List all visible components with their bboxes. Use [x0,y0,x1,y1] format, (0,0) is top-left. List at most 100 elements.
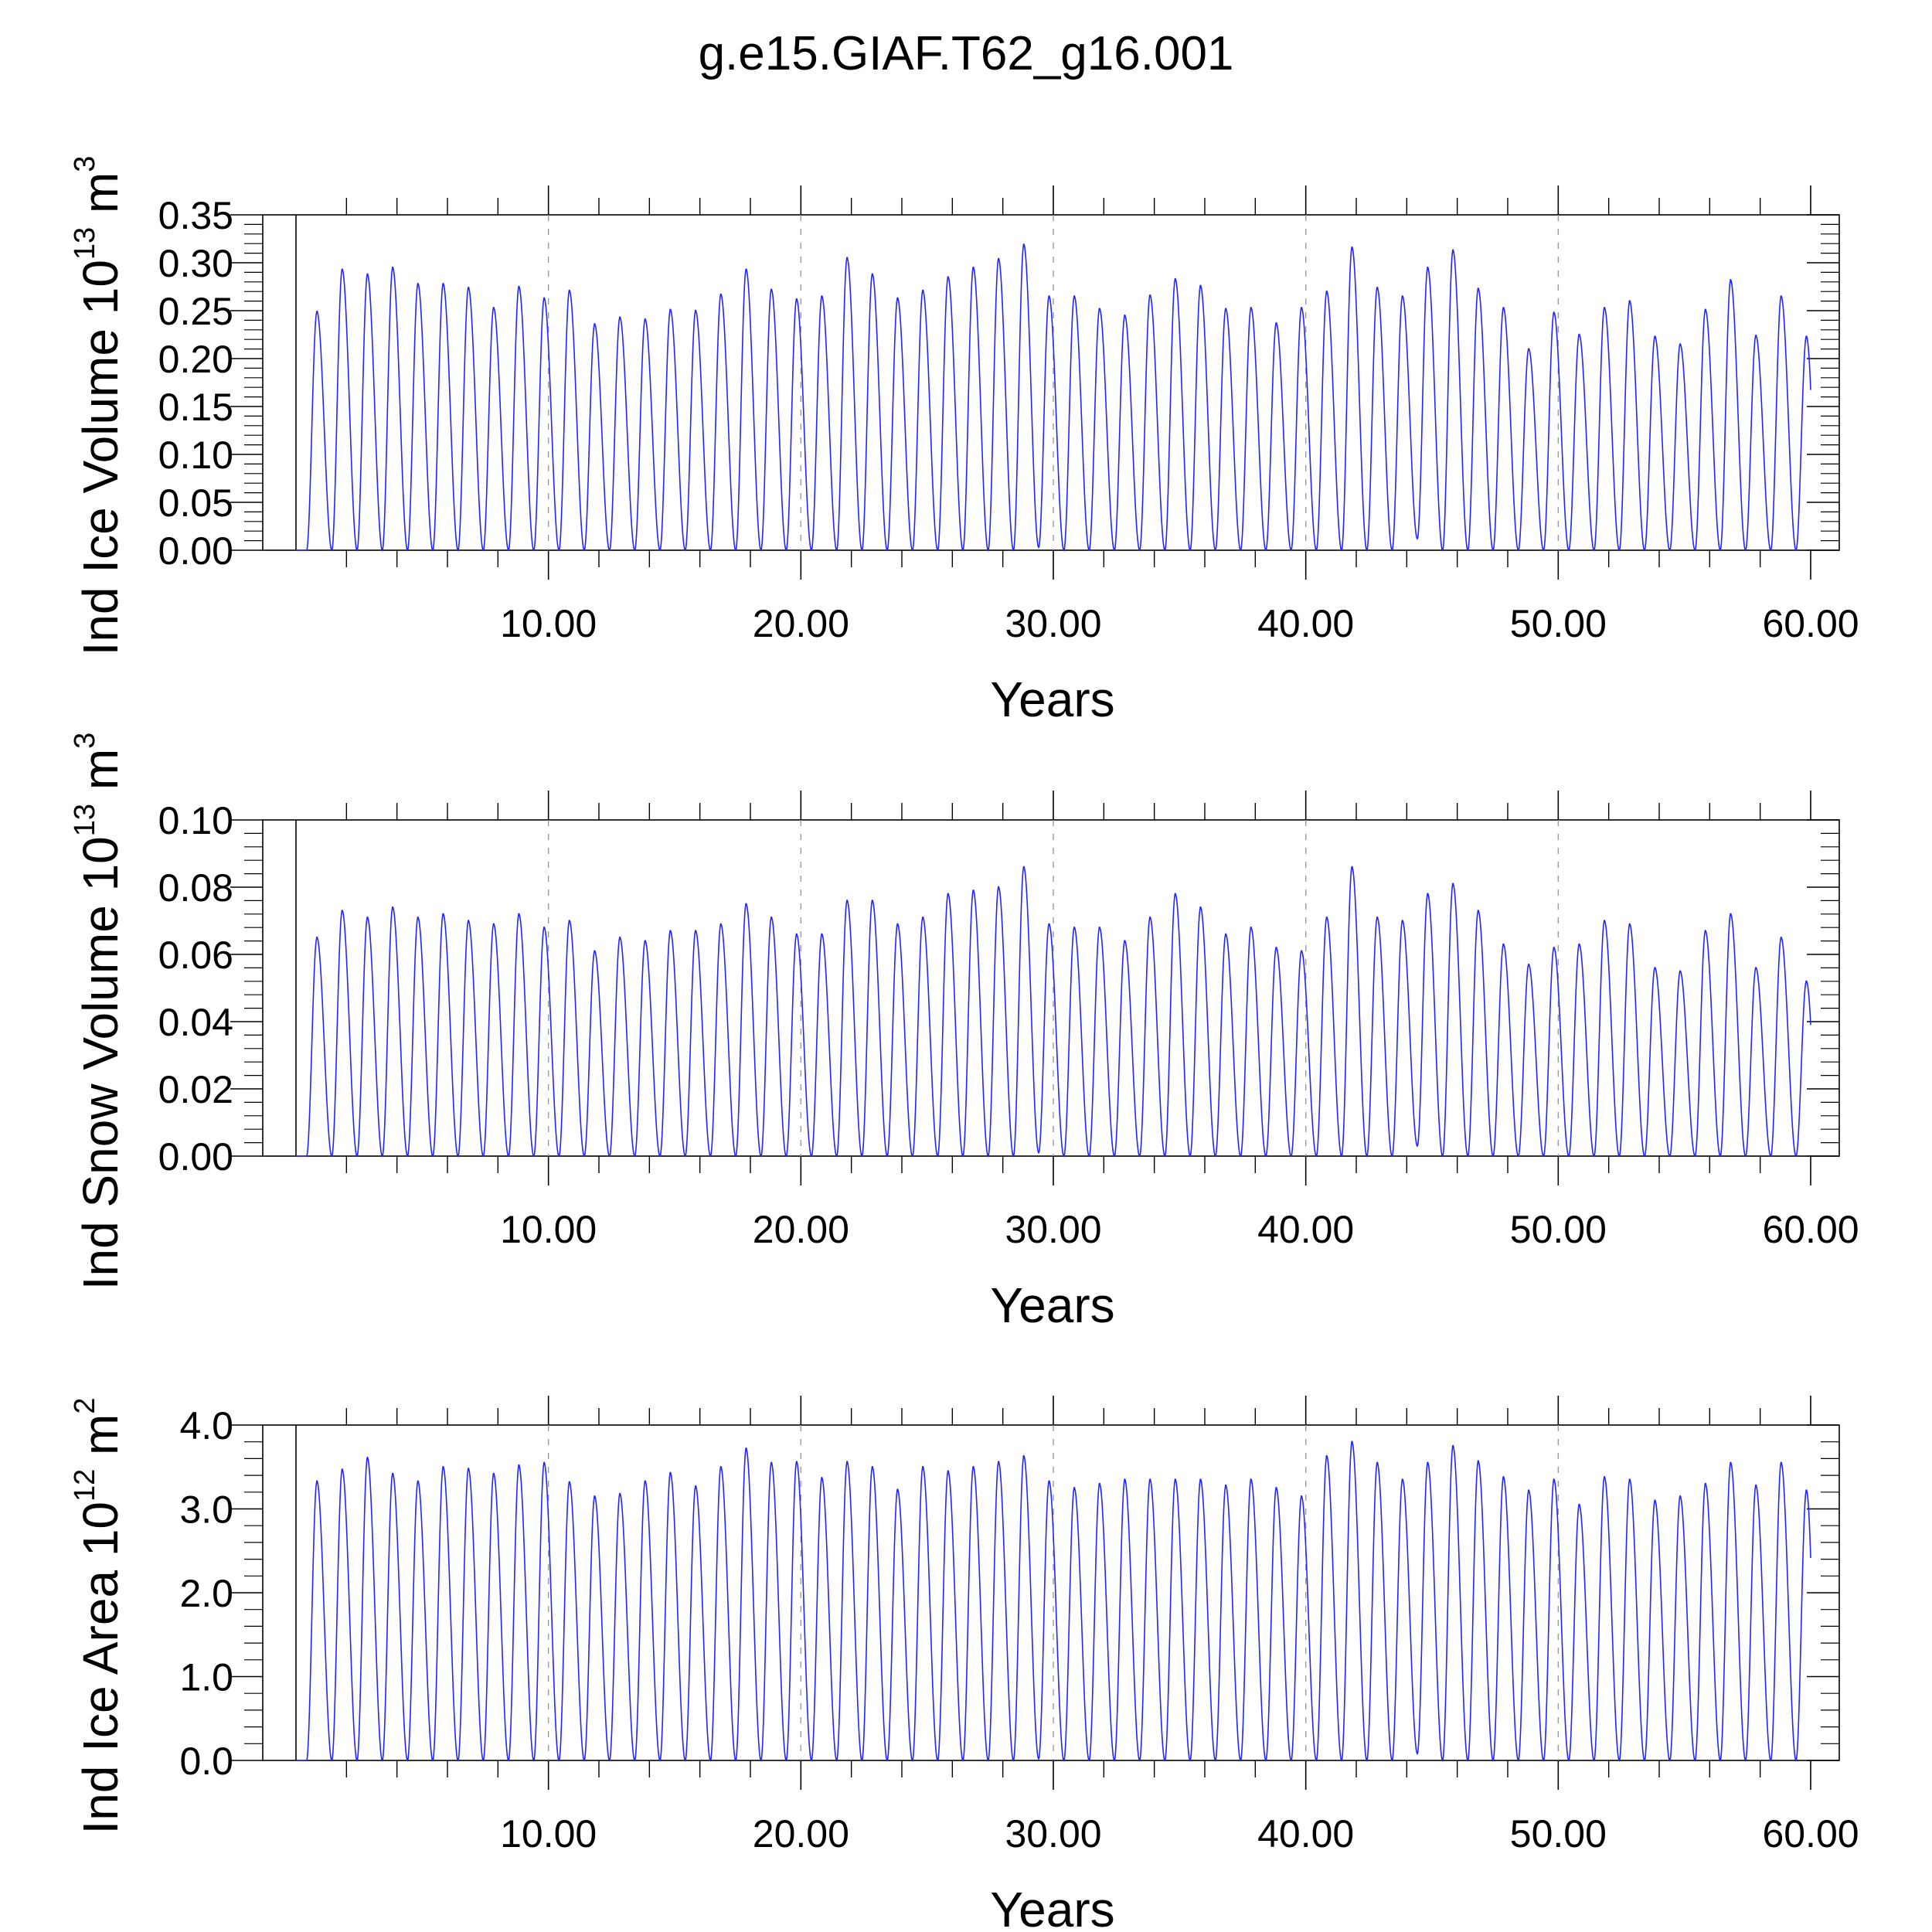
peak-point [719,923,722,926]
peak-point [1704,1482,1706,1485]
peak-point [1124,1478,1126,1481]
peak-point [1578,943,1580,946]
peak-point [1022,866,1025,869]
peak-point [1048,295,1050,298]
peak-point [1780,295,1782,298]
peak-point [770,1461,773,1464]
peak-point [694,930,697,932]
peak-point [644,1480,646,1482]
x-tick-label: 20.00 [753,1812,849,1855]
peak-point [1098,1482,1100,1485]
chart-panel-3: 10.00 20.00 30.00 40.00 50.00 60.00 0.0 1.0 2.0 3… [69,1396,1859,1932]
peak-point [770,916,773,919]
peak-point [1048,1480,1050,1482]
peak-point [366,1457,369,1459]
series-line [296,1440,1811,1762]
peak-point [719,293,722,296]
x-tick-label: 50.00 [1510,602,1607,645]
chart-panel-2: 10.00 20.00 30.00 40.00 50.00 60.00 0.00 0.02 0.… [69,733,1859,1333]
plot-frame [262,819,1840,1157]
x-tick-label: 40.00 [1257,1812,1354,1855]
y-axis-label-unit: m [73,749,128,804]
peak-point [1351,246,1353,249]
peak-point [518,913,520,916]
peak-point [1654,967,1656,969]
peak-point [1679,1495,1682,1498]
y-axis-label-text: Ind Ice Area 10 [73,1502,128,1835]
peak-point [1754,1484,1757,1487]
peak-point [1805,1489,1808,1492]
peak-point [896,923,899,926]
y-tick-label: 0.06 [158,934,233,977]
peak-point [997,1461,1000,1463]
peak-point [341,910,343,912]
peak-point [568,289,570,292]
peak-point [1250,1478,1252,1481]
y-axis-label: Ind Ice Volume 1013 m3 [69,156,128,656]
peak-point [694,309,697,312]
y-axis-label-exponent: 12 [69,1469,101,1502]
peak-point [1048,923,1050,926]
peak-point [417,916,419,919]
peak-point [1098,927,1100,929]
y-axis-label: Ind Snow Volume 1013 m3 [69,733,128,1291]
x-tick-label: 60.00 [1762,1208,1859,1251]
x-tick-label: 50.00 [1510,1812,1607,1855]
peak-point [795,933,798,936]
peak-point [1148,294,1151,297]
peak-point [1527,1489,1530,1492]
y-axis-label-unit-exponent: 3 [69,156,101,172]
peak-point [1376,916,1379,919]
peak-point [845,900,849,902]
peak-point [1073,1487,1076,1489]
peak-point [1780,1461,1782,1464]
y-tick-label: 0.00 [158,1135,233,1179]
peak-point [1300,1495,1303,1498]
peak-point [1679,343,1682,345]
peak-point [1704,930,1706,932]
peak-point [1628,1478,1631,1481]
peak-point [972,1466,975,1468]
peak-point [1174,277,1176,281]
peak-point [1300,950,1303,952]
peak-point [1730,279,1732,281]
x-tick-label: 60.00 [1762,1812,1859,1855]
y-tick-label: 0.25 [158,290,233,333]
peak-point [1704,308,1706,311]
peak-point [1199,284,1202,287]
y-tick-label: 0.02 [158,1068,233,1111]
peak-point [1224,1484,1227,1487]
peak-point [1427,893,1429,895]
peak-point [1603,307,1606,309]
peak-point [1527,963,1530,966]
x-axis-label: Years [990,1882,1114,1932]
peak-point [1124,940,1126,942]
y-tick-label: 1.0 [179,1656,233,1699]
panels: 10.00 20.00 30.00 40.00 50.00 60.000.000.050.… [69,156,1859,1932]
y-axis-label: Ind Ice Area 1012 m2 [69,1397,128,1834]
y-axis-label-exponent: 13 [69,227,101,260]
peak-point [845,1461,849,1463]
peak-point [492,307,495,309]
x-tick-label: 20.00 [753,602,849,645]
plot-frame [262,214,1840,551]
peak-point [1553,947,1555,949]
peak-point [618,937,621,939]
peak-point [1477,910,1479,912]
peak-point [795,1461,798,1463]
peak-point [921,289,924,292]
peak-point [1325,916,1328,919]
peak-point [442,913,444,916]
peak-point [1805,980,1808,983]
peak-point [442,283,444,285]
x-tick-label: 60.00 [1762,602,1859,645]
y-axis-label-exponent: 13 [69,804,101,836]
peak-point [896,297,899,300]
peak-point [467,1468,470,1470]
peak-point [467,287,470,289]
peak-point [1401,295,1403,298]
peak-point [543,297,546,300]
peak-point [1351,1440,1353,1443]
peak-point [871,273,873,276]
peak-point [871,900,873,902]
